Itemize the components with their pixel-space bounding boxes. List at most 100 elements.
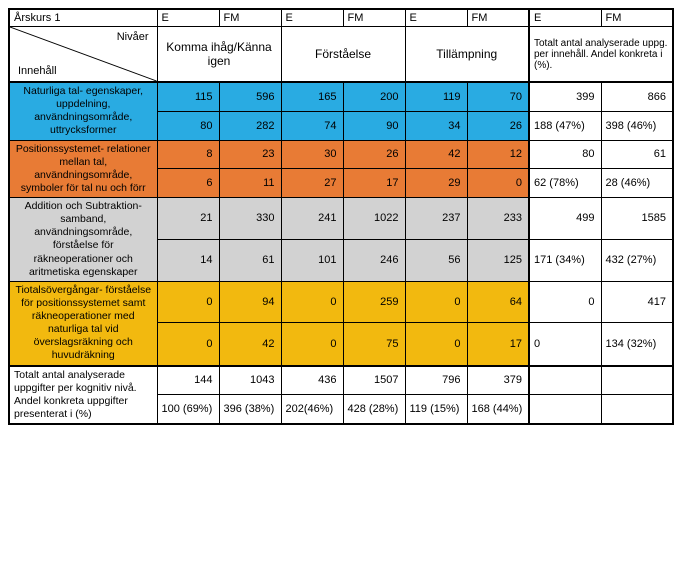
data-cell: 0 xyxy=(529,281,601,323)
col-fm-1: FM xyxy=(219,9,281,27)
data-cell: 171 (34%) xyxy=(529,239,601,281)
footer-val: 796 xyxy=(405,366,467,395)
data-cell: 12 xyxy=(467,140,529,169)
col-e-3: E xyxy=(405,9,467,27)
category-label: Addition och Subtraktion- samband, använ… xyxy=(9,198,157,282)
data-cell: 0 xyxy=(405,323,467,366)
data-cell: 866 xyxy=(601,82,673,111)
footer-pct: 168 (44%) xyxy=(467,395,529,424)
data-cell: 21 xyxy=(157,198,219,240)
col-e-1: E xyxy=(157,9,219,27)
data-cell: 0 xyxy=(529,323,601,366)
data-cell: 42 xyxy=(219,323,281,366)
data-cell: 80 xyxy=(157,111,219,140)
data-cell: 101 xyxy=(281,239,343,281)
data-cell: 237 xyxy=(405,198,467,240)
data-cell: 330 xyxy=(219,198,281,240)
data-cell: 26 xyxy=(343,140,405,169)
data-cell: 417 xyxy=(601,281,673,323)
data-cell: 30 xyxy=(281,140,343,169)
footer-val: 1043 xyxy=(219,366,281,395)
data-cell: 94 xyxy=(219,281,281,323)
data-cell: 75 xyxy=(343,323,405,366)
data-cell: 0 xyxy=(281,281,343,323)
col-e-tot: E xyxy=(529,9,601,27)
data-cell: 134 (32%) xyxy=(601,323,673,366)
col-e-2: E xyxy=(281,9,343,27)
totals-header: Totalt antal analyserade uppg. per inneh… xyxy=(529,27,673,83)
category-label: Naturliga tal- egenskaper, uppdelning, a… xyxy=(9,82,157,140)
data-cell: 42 xyxy=(405,140,467,169)
data-cell: 29 xyxy=(405,169,467,198)
data-cell: 200 xyxy=(343,82,405,111)
data-cell: 596 xyxy=(219,82,281,111)
data-cell: 1585 xyxy=(601,198,673,240)
data-cell: 246 xyxy=(343,239,405,281)
data-cell: 62 (78%) xyxy=(529,169,601,198)
footer-blank xyxy=(529,366,601,395)
footer-pct: 119 (15%) xyxy=(405,395,467,424)
data-cell: 6 xyxy=(157,169,219,198)
data-cell: 165 xyxy=(281,82,343,111)
category-label: Tiotalsövergångar- förståelse för positi… xyxy=(9,281,157,365)
data-cell: 8 xyxy=(157,140,219,169)
data-cell: 26 xyxy=(467,111,529,140)
data-cell: 0 xyxy=(281,323,343,366)
data-cell: 61 xyxy=(219,239,281,281)
data-cell: 74 xyxy=(281,111,343,140)
data-cell: 241 xyxy=(281,198,343,240)
data-cell: 0 xyxy=(157,281,219,323)
footer-val: 144 xyxy=(157,366,219,395)
data-cell: 282 xyxy=(219,111,281,140)
data-cell: 115 xyxy=(157,82,219,111)
footer-pct: 202(46%) xyxy=(281,395,343,424)
footer-val: 379 xyxy=(467,366,529,395)
data-cell: 14 xyxy=(157,239,219,281)
footer-pct: 100 (69%) xyxy=(157,395,219,424)
footer-pct: 428 (28%) xyxy=(343,395,405,424)
footer-pct: 396 (38%) xyxy=(219,395,281,424)
data-cell: 259 xyxy=(343,281,405,323)
group-2: Förståelse xyxy=(281,27,405,83)
data-cell: 119 xyxy=(405,82,467,111)
group-1: Komma ihåg/Känna igen xyxy=(157,27,281,83)
data-cell: 11 xyxy=(219,169,281,198)
course-label: Årskurs 1 xyxy=(9,9,157,27)
data-cell: 432 (27%) xyxy=(601,239,673,281)
data-cell: 0 xyxy=(467,169,529,198)
data-cell: 80 xyxy=(529,140,601,169)
content-label: Innehåll xyxy=(18,65,57,77)
data-cell: 17 xyxy=(467,323,529,366)
data-cell: 1022 xyxy=(343,198,405,240)
data-cell: 233 xyxy=(467,198,529,240)
footer-blank xyxy=(529,395,601,424)
data-cell: 27 xyxy=(281,169,343,198)
data-cell: 56 xyxy=(405,239,467,281)
data-cell: 34 xyxy=(405,111,467,140)
footer-val: 436 xyxy=(281,366,343,395)
footer-blank xyxy=(601,366,673,395)
data-cell: 23 xyxy=(219,140,281,169)
data-cell: 125 xyxy=(467,239,529,281)
data-cell: 61 xyxy=(601,140,673,169)
col-fm-tot: FM xyxy=(601,9,673,27)
analysis-table: Årskurs 1 E FM E FM E FM E FM Nivåer Inn… xyxy=(8,8,674,425)
data-cell: 0 xyxy=(405,281,467,323)
data-cell: 398 (46%) xyxy=(601,111,673,140)
col-fm-2: FM xyxy=(343,9,405,27)
data-cell: 0 xyxy=(157,323,219,366)
data-cell: 90 xyxy=(343,111,405,140)
data-cell: 188 (47%) xyxy=(529,111,601,140)
group-3: Tillämpning xyxy=(405,27,529,83)
diagonal-header: Nivåer Innehåll xyxy=(9,27,157,83)
data-cell: 399 xyxy=(529,82,601,111)
data-cell: 499 xyxy=(529,198,601,240)
levels-label: Nivåer xyxy=(117,31,149,43)
data-cell: 17 xyxy=(343,169,405,198)
footer-blank xyxy=(601,395,673,424)
footer-label: Totalt antal analyserade uppgifter per k… xyxy=(9,366,157,425)
col-fm-3: FM xyxy=(467,9,529,27)
data-cell: 64 xyxy=(467,281,529,323)
data-cell: 28 (46%) xyxy=(601,169,673,198)
category-label: Positionssystemet- relationer mellan tal… xyxy=(9,140,157,198)
